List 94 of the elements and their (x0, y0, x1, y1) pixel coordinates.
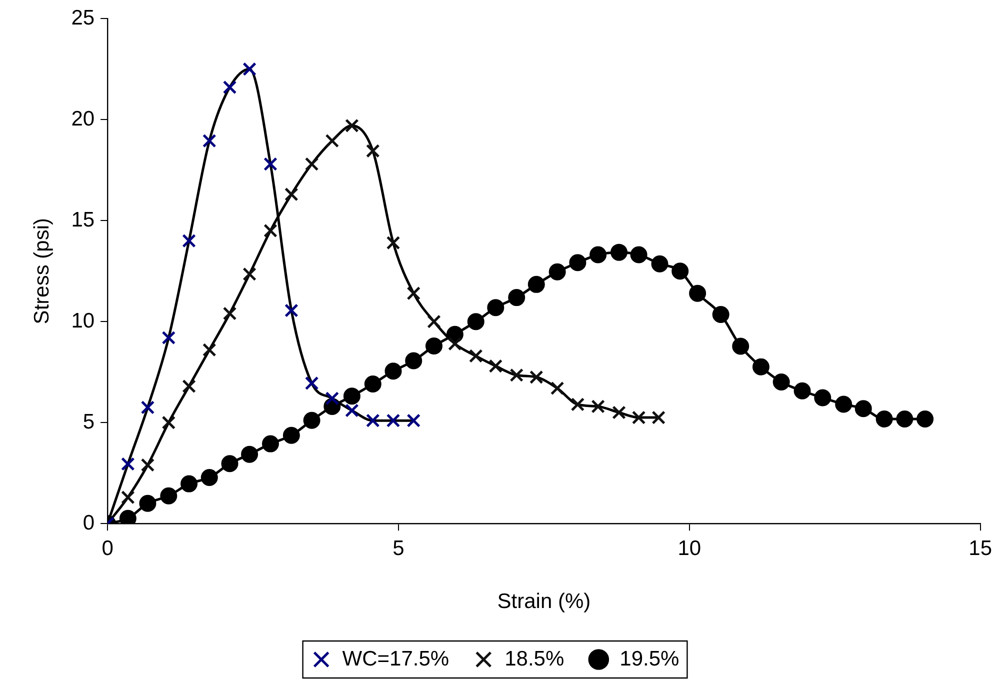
point (672, 262, 689, 280)
y-tick-label: 10 (71, 309, 95, 332)
point (467, 313, 484, 330)
point (427, 314, 441, 329)
point (405, 352, 422, 370)
x-tick-label: 10 (678, 536, 702, 560)
legend-label: 19.5% (620, 647, 680, 670)
point (384, 362, 402, 380)
point (180, 475, 198, 492)
point (162, 416, 176, 430)
point (325, 391, 340, 406)
point (590, 246, 607, 264)
point (896, 410, 914, 428)
point (630, 246, 648, 264)
point (140, 458, 155, 472)
point (510, 368, 524, 382)
point (835, 396, 852, 413)
point (284, 187, 298, 202)
point (652, 410, 666, 424)
point (610, 244, 628, 261)
point (140, 400, 155, 414)
point (468, 349, 483, 363)
point (712, 306, 730, 324)
point (448, 336, 462, 351)
point (182, 379, 196, 394)
point (651, 255, 668, 272)
point (487, 299, 504, 316)
point (854, 400, 872, 418)
y-tick-label: 15 (71, 208, 95, 232)
point (386, 236, 400, 250)
y-axis-title: Stress (psi) (30, 218, 54, 324)
point (222, 306, 237, 320)
point (264, 157, 278, 171)
point (345, 118, 359, 133)
point (202, 134, 216, 148)
point (689, 284, 706, 302)
point (242, 62, 256, 76)
point (386, 414, 400, 428)
point (222, 80, 237, 94)
point (366, 144, 380, 158)
point (794, 382, 811, 400)
point (814, 389, 832, 406)
point (345, 404, 359, 418)
point (162, 330, 176, 345)
y-tick-label: 0 (82, 511, 95, 534)
point (221, 455, 238, 472)
point (425, 338, 442, 355)
point (406, 414, 421, 428)
point (121, 457, 135, 471)
point (282, 426, 300, 444)
point (303, 412, 320, 429)
legend-label: 18.5% (504, 647, 564, 670)
x-tick-label: 5 (392, 536, 404, 560)
point (591, 400, 605, 414)
x-tick-label: 15 (968, 536, 992, 560)
point (304, 376, 319, 390)
point (508, 289, 526, 306)
point (284, 304, 298, 318)
point (752, 358, 770, 376)
point (406, 286, 421, 300)
point (364, 376, 382, 393)
x-tick-label: 0 (102, 536, 114, 560)
point (632, 410, 646, 424)
point (772, 374, 790, 390)
point (121, 490, 135, 504)
point (200, 469, 218, 486)
point (264, 224, 278, 238)
point (916, 410, 934, 428)
point (569, 254, 586, 272)
point (343, 388, 360, 405)
point (160, 487, 178, 504)
point (570, 398, 585, 412)
point (366, 414, 380, 428)
point (732, 338, 750, 355)
y-tick-label: 25 (71, 6, 95, 30)
point (550, 381, 564, 396)
point (304, 157, 319, 171)
y-tick-label: 20 (71, 107, 95, 130)
point (202, 342, 216, 357)
point (139, 494, 156, 512)
point (876, 410, 893, 428)
point (488, 359, 503, 373)
point (262, 435, 279, 452)
x-axis-title: Strain (%) (497, 590, 591, 614)
y-tick-label: 5 (82, 410, 95, 434)
point (242, 267, 256, 282)
point (182, 234, 196, 248)
point (325, 134, 340, 148)
point (612, 406, 626, 420)
point (548, 263, 566, 280)
point (529, 370, 544, 384)
legend-label: WC=17.5% (342, 647, 450, 670)
point (528, 276, 545, 293)
point (241, 446, 258, 463)
